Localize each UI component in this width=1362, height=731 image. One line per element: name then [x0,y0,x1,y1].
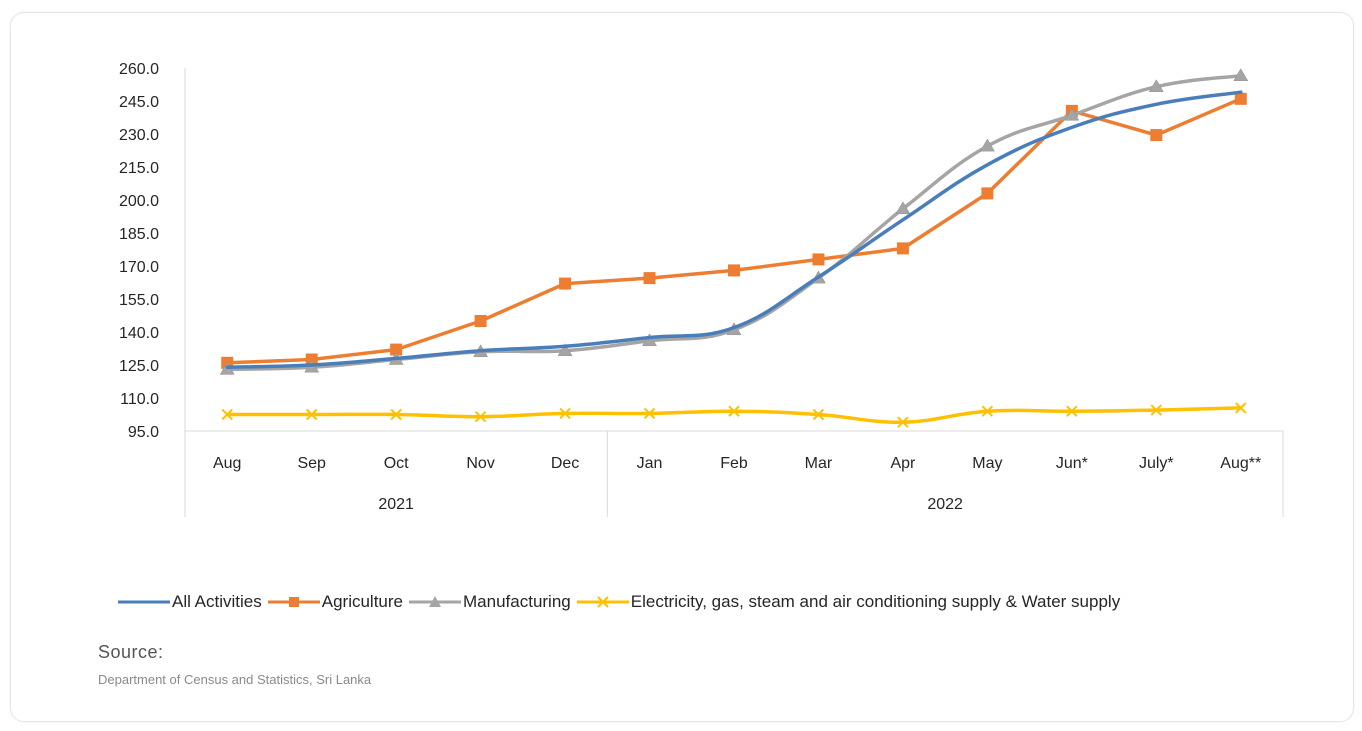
data-point-x-stroke [897,416,909,428]
legend: All Activities Agriculture Manufacturing… [118,592,1126,612]
data-point-x-stroke [1066,405,1078,417]
data-point-triangle [979,138,995,152]
data-point-triangle [895,201,911,215]
year-group-label: 2022 [927,496,963,513]
y-tick-label: 185.0 [119,226,159,243]
data-point-x [474,410,487,423]
data-point-square [1234,92,1247,105]
line-chart: 260.0 245.0 230.0 215.0 200.0 185.0 170.0 155.0… [119,61,1284,517]
x-tick-label: Apr [890,455,916,472]
x-tick-label: Nov [466,455,494,472]
x-tick-label: Aug [213,455,241,472]
data-point-triangle [642,333,657,347]
legend-label: Agriculture [321,592,404,611]
data-point-x-stroke [559,407,571,420]
data-point-x-stroke [474,410,487,423]
data-point-x [221,408,233,421]
data-point-x-stroke [1235,402,1247,414]
legend-line-icon [118,600,170,604]
data-point-square [305,353,318,366]
legend-item-all-activities: All Activities [118,592,262,612]
y-tick-label: 110.0 [120,391,159,408]
data-point-square [643,272,656,285]
data-point-x [897,416,909,428]
legend-x-marker-icon [576,596,629,608]
series-line-all-activities [225,90,1243,369]
year-group-label: 2021 [378,496,414,513]
source-title: Source: [98,642,164,662]
y-tick-label: 155.0 [119,292,159,309]
legend-label: All Activities [172,592,262,611]
data-point-x-stroke [390,408,402,421]
data-point-x-stroke [1150,404,1163,416]
legend-label: Manufacturing [463,592,571,611]
data-point-square [896,242,909,255]
x-tick-label: Jun* [1056,455,1088,472]
data-point-x [1235,402,1247,414]
data-point-x [390,408,402,421]
data-point-x-stroke [728,405,740,417]
data-point-x [1066,405,1078,417]
data-point-x-stroke [305,408,318,421]
legend-label: Electricity, gas, steam and air conditio… [630,592,1121,611]
y-tick-label: 215.0 [119,160,159,177]
y-tick-label: 95.0 [128,424,159,441]
data-point-square [390,343,403,356]
data-point-square [1150,129,1163,142]
data-point-x [643,407,656,420]
data-point-triangle [1148,79,1164,92]
y-tick-label: 245.0 [119,94,159,111]
legend-item-electricity: Electricity, gas, steam and air conditio… [576,592,1121,612]
data-point-x [981,405,994,417]
x-tick-label: Oct [384,455,409,472]
data-point-x [812,408,825,421]
x-tick-label: May [972,455,1002,472]
x-tick-label: Feb [720,455,748,472]
x-tick-label: July* [1139,455,1174,472]
data-point-x [728,405,740,417]
y-tick-label: 200.0 [119,193,159,210]
y-tick-label: 140.0 [119,325,159,342]
y-tick-label: 170.0 [119,259,159,276]
legend-item-agriculture: Agriculture [267,592,404,612]
x-tick-label: Aug** [1220,455,1261,472]
data-point-x-stroke [812,408,825,421]
data-point-square [728,264,740,277]
data-point-x-stroke [643,407,656,420]
data-point-x-stroke [981,405,994,417]
x-tick-label: Mar [805,455,833,472]
data-point-square [812,253,825,266]
source-text: Department of Census and Statistics, Sri… [98,672,372,687]
legend-triangle-marker-icon [409,596,462,607]
data-point-x-stroke [221,408,233,421]
y-tick-label: 260.0 [119,61,159,78]
data-point-square [474,315,487,327]
data-point-x [1150,404,1163,416]
data-point-square [559,277,572,290]
data-point-x [305,408,318,421]
legend-square-marker-icon [267,597,320,607]
y-tick-label: 230.0 [119,127,159,144]
x-tick-label: Sep [297,455,326,472]
legend-item-manufacturing: Manufacturing [409,592,571,612]
data-point-square [981,187,994,200]
x-tick-label: Jan [637,455,663,472]
x-tick-label: Dec [551,455,579,472]
y-tick-label: 125.0 [119,358,159,375]
data-point-triangle [1064,107,1080,121]
data-point-x [559,407,571,420]
data-point-triangle [557,343,573,356]
data-point-triangle [1233,68,1249,81]
